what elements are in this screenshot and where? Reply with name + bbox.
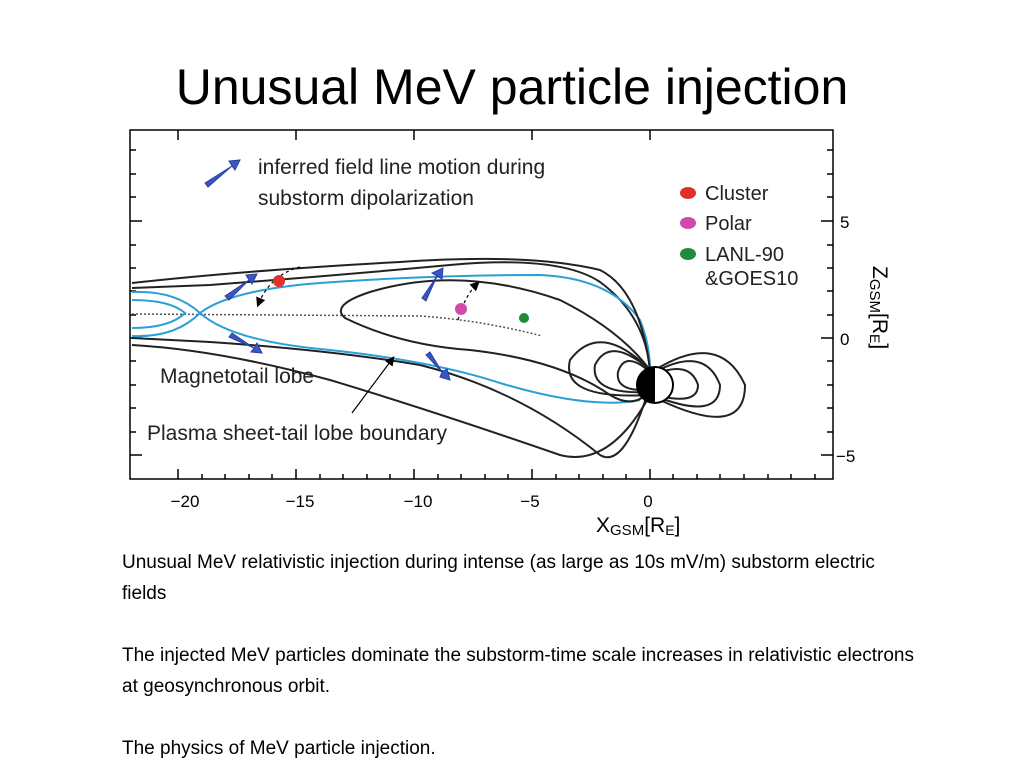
polar-spacecraft-marker xyxy=(455,303,467,315)
motion-arrows xyxy=(204,159,451,381)
lobe-field-line-south-outer xyxy=(131,344,651,458)
x-tick-label: −20 xyxy=(171,492,200,511)
outer-field-line-north xyxy=(131,261,651,371)
arrow-icon xyxy=(421,267,444,302)
arrow-legend-text-line2: substorm dipolarization xyxy=(258,187,474,210)
legend-swatch-polar xyxy=(680,217,696,229)
cluster-spacecraft-marker xyxy=(273,275,285,287)
legend-label-goes: &GOES10 xyxy=(705,268,798,290)
arrow-icon xyxy=(425,351,451,381)
slide-title: Unusual MeV particle injection xyxy=(175,59,849,115)
inner-field-line xyxy=(339,279,651,403)
x-tick-label: −5 xyxy=(520,492,539,511)
x-axis-ticks xyxy=(177,130,816,479)
magnetotail-lobe-label: Magnetotail lobe xyxy=(160,365,314,388)
x-axis-label: XGSM[RE] xyxy=(596,514,680,539)
body-paragraph: The physics of MeV particle injection. xyxy=(122,738,436,759)
spacecraft-legend: Cluster Polar LANL-90 &GOES10 xyxy=(680,183,798,290)
legend-swatch-lanl xyxy=(680,248,696,260)
x-tick-label: −10 xyxy=(404,492,433,511)
body-paragraph: Unusual MeV relativistic injection durin… xyxy=(122,552,875,604)
z-tick-label: 5 xyxy=(840,213,849,232)
arrow-icon xyxy=(204,159,241,188)
lanl-goes-spacecraft-marker xyxy=(519,313,529,323)
z-axis-label: ZGSM[RE] xyxy=(866,266,891,349)
neutral-sheet-line xyxy=(131,313,543,337)
x-tick-label: −15 xyxy=(286,492,315,511)
legend-swatch-cluster xyxy=(680,187,696,199)
legend-label-cluster: Cluster xyxy=(705,183,769,205)
body-paragraph: The injected MeV particles dominate the … xyxy=(122,645,914,697)
outer-field-line-south xyxy=(131,337,651,459)
boundary-pointer-arrow xyxy=(351,356,395,414)
earth-symbol xyxy=(636,366,674,404)
z-tick-label: 0 xyxy=(840,330,849,349)
z-tick-label: −5 xyxy=(836,447,855,466)
legend-label-lanl: LANL-90 xyxy=(705,244,784,266)
arrow-legend-text-line1: inferred field line motion during xyxy=(258,156,545,179)
arrow-icon xyxy=(224,273,258,301)
plot-frame xyxy=(129,129,834,480)
magnetosphere-figure: −20 −15 −10 −5 0 5 0 −5 XGSM[RE] ZGSM[RE… xyxy=(129,129,891,539)
blue-field-line-south xyxy=(131,311,641,404)
arrow-icon xyxy=(228,332,263,354)
x-tick-label: 0 xyxy=(643,492,652,511)
legend-label-polar: Polar xyxy=(705,213,752,235)
dipole-loops-dayside xyxy=(654,352,747,418)
slide-body: Unusual MeV relativistic injection durin… xyxy=(122,547,922,764)
plasma-sheet-boundary-label: Plasma sheet-tail lobe boundary xyxy=(147,422,448,445)
lobe-field-line-north-outer xyxy=(131,257,651,371)
dipole-loops-nightside xyxy=(568,341,651,397)
blue-field-line-west-loop xyxy=(131,299,187,329)
